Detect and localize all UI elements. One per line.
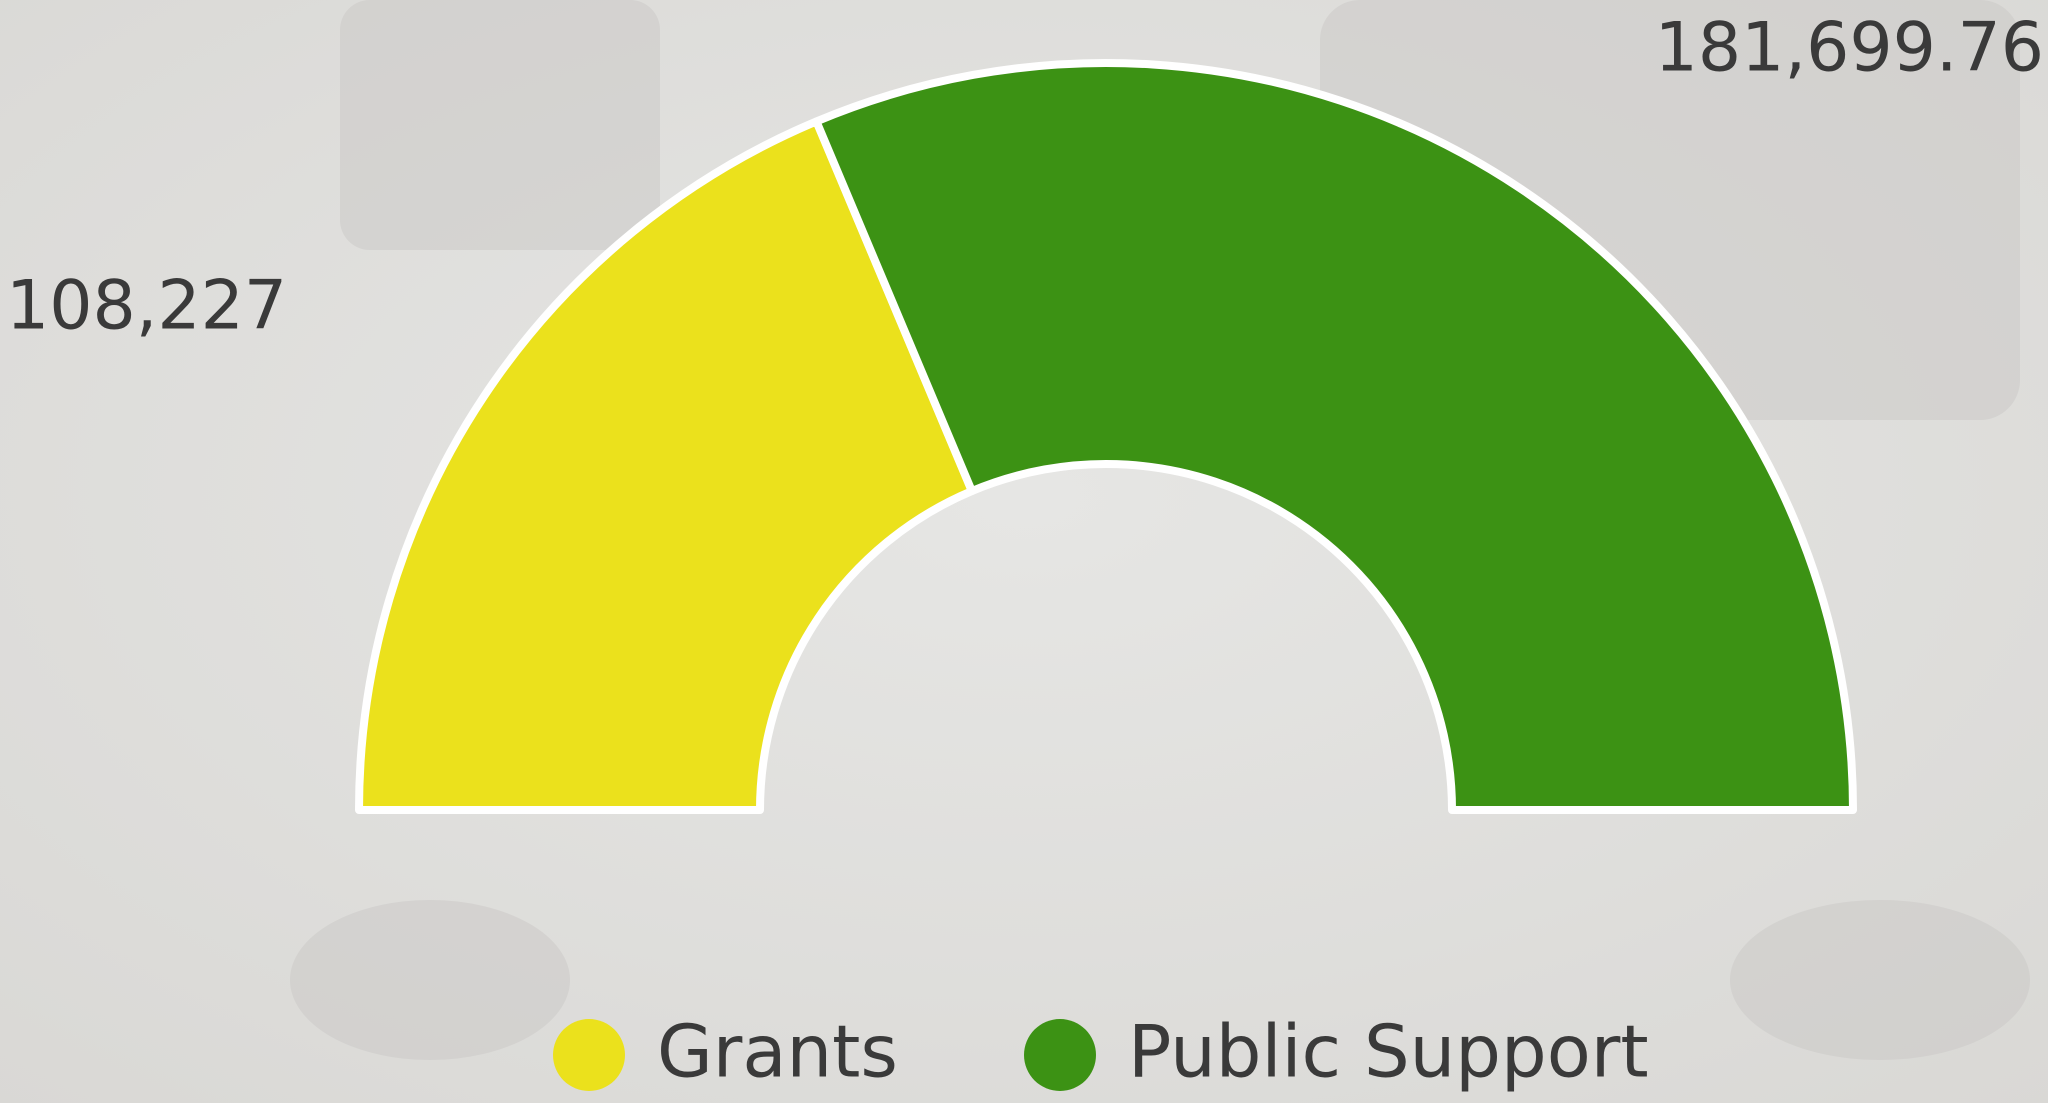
legend-label: Public Support xyxy=(1128,1010,1649,1094)
donut-segment xyxy=(812,59,1857,814)
value-label: 108,227 xyxy=(6,267,287,346)
legend-swatch xyxy=(553,1019,625,1091)
legend-label: Grants xyxy=(657,1010,898,1094)
legend-swatch xyxy=(1024,1019,1096,1091)
value-label: 181,699.76 xyxy=(1655,9,2044,88)
donut-segment xyxy=(355,117,976,814)
